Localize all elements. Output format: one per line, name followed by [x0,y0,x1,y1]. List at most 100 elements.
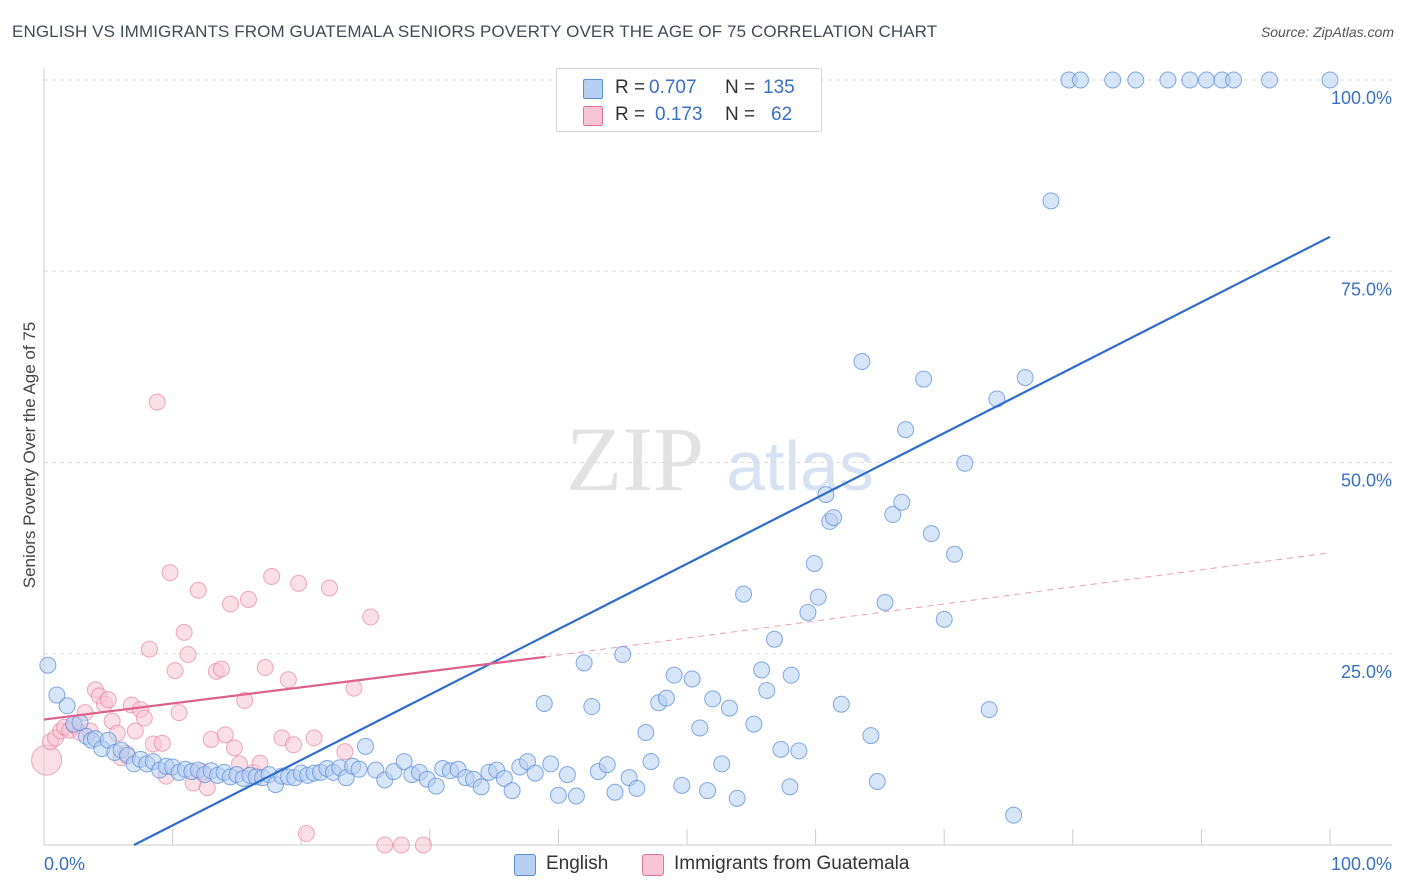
english-point [535,694,553,712]
axes [43,68,1392,846]
guatemala-point [297,825,315,843]
english-point [1104,71,1122,89]
guatemala-point [225,739,243,757]
english-point [1159,71,1177,89]
english-point [782,666,800,684]
english-point [745,715,763,733]
english-point [495,769,513,787]
watermark: ZIP atlas [566,408,874,510]
legend-swatch-english [583,79,603,99]
english-point [583,698,601,716]
guatemala-point [212,660,230,678]
english-point [395,753,413,771]
english-point [832,695,850,713]
english-point [691,719,709,737]
source-label: Source: ZipAtlas.com [1260,24,1394,40]
page-title: ENGLISH VS IMMIGRANTS FROM GUATEMALA SEN… [12,22,938,41]
english-point [657,689,675,707]
english-point [503,782,521,800]
guatemala-point [393,836,411,854]
guatemala-point [279,671,297,689]
english-point [915,370,933,388]
english-point [876,593,894,611]
english-point [628,779,646,797]
guatemala-point [336,743,354,761]
english-point [542,755,560,773]
english-point [606,783,624,801]
guatemala-point [221,595,239,613]
guatemala-point [135,709,153,727]
bottom-legend-swatch-guatemala [642,854,664,876]
guatemala-point [239,590,257,608]
watermark-atlas: atlas [726,427,874,505]
english-point [1225,71,1243,89]
english-point [642,753,660,771]
guatemala-point [148,393,166,411]
legend-swatch-guatemala [583,106,603,126]
guatemala-point [170,704,188,722]
guatemala-point [320,579,338,597]
guatemala-point [179,646,197,664]
stats-legend: R = 0.707 N = 135 R = 0.173 N = 62 [556,68,822,132]
guatemala-trend-line [43,655,546,721]
english-point [809,588,827,606]
english-point [805,554,823,572]
trend-lines [43,235,1331,846]
english-point [1261,71,1279,89]
english-point [598,756,616,774]
english-point [472,778,490,796]
guatemala-point [140,640,158,658]
legend-r-label: R = [615,77,646,98]
legend-n-label: N = [725,104,756,125]
english-point [427,777,445,795]
guatemala-point [175,623,193,641]
english-point [790,742,808,760]
guatemala-point [189,581,207,599]
legend-r-value: 0.173 [655,104,703,125]
y-tick-label: 50.0% [1341,471,1392,491]
english-point [1072,71,1090,89]
english-point [720,699,738,717]
y-tick-label: 25.0% [1341,662,1392,682]
bottom-legend-label-english: English [546,853,609,874]
english-trend-line [133,235,1331,846]
english-point [945,545,963,563]
guatemala-point [161,564,179,582]
legend-n-value: 135 [763,77,795,98]
guatemala-point [166,662,184,680]
english-point [48,686,66,704]
legend-r-value: 0.707 [649,77,697,98]
x-tick-label: 0.0% [44,854,85,874]
legend-r-label: R = [615,104,646,125]
english-point [772,740,790,758]
english-point [350,760,368,778]
guatemala-point [236,691,254,709]
guatemala-point [376,836,394,854]
english-point [781,778,799,796]
bottom-legend-label-guatemala: Immigrants from Guatemala [674,853,910,874]
guatemala-point [256,659,274,677]
bottom-legend-swatch-english [514,854,536,876]
english-point [765,630,783,648]
english-point [735,585,753,603]
guatemala-trend-extension [545,552,1331,658]
english-point [558,766,576,784]
guatemala-point [99,691,117,709]
guatemala-point [362,608,380,626]
english-point [1042,192,1060,210]
english-point [567,787,585,805]
guatemala-point [290,574,308,592]
guatemala-point [305,729,323,747]
x-tick-label: 100.0% [1331,854,1392,874]
english-point [817,486,835,504]
english-point [868,773,886,791]
english-point [526,764,544,782]
guatemala-point [202,730,220,748]
english-point [799,603,817,621]
english-point [1321,71,1339,89]
tick-labels: 0.0% 100.0% 25.0% 50.0% 75.0% 100.0% [44,88,1392,874]
english-point [1127,71,1145,89]
english-point [39,656,57,674]
english-point [1016,369,1034,387]
